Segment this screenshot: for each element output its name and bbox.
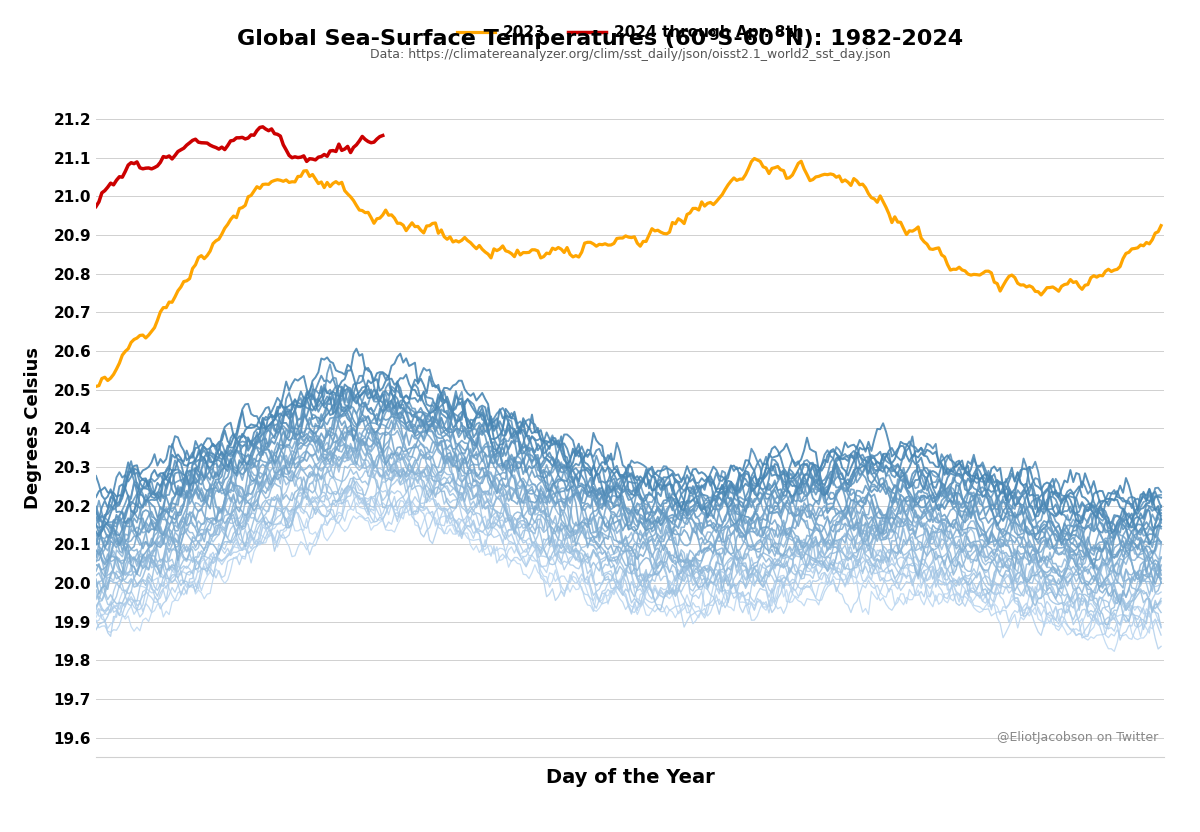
- Line: 2024 through Apr. 8th: 2024 through Apr. 8th: [96, 126, 383, 206]
- Y-axis label: Degrees Celsius: Degrees Celsius: [24, 348, 42, 509]
- 2023: [518, 248, 533, 258]
- 2024 through Apr. 8th: [317, 150, 331, 160]
- 2024 through Apr. 8th: [232, 133, 246, 143]
- Legend: 2023, 2024 through Apr. 8th: 2023, 2024 through Apr. 8th: [450, 19, 810, 46]
- Text: Global Sea-Surface Temperatures (60°S-60°N): 1982-2024: Global Sea-Surface Temperatures (60°S-60…: [236, 29, 964, 49]
- 2023: [514, 250, 528, 260]
- Line: 2023: 2023: [96, 159, 1162, 386]
- 2024 through Apr. 8th: [164, 154, 179, 164]
- 2023: [89, 381, 103, 391]
- 2023: [748, 154, 762, 164]
- 2023: [314, 177, 329, 187]
- X-axis label: Day of the Year: Day of the Year: [546, 768, 714, 787]
- 2023: [1154, 220, 1169, 230]
- 2024 through Apr. 8th: [241, 133, 256, 143]
- 2023: [382, 210, 396, 220]
- Title: Data: https://climatereanalyzer.org/clim/sst_daily/json/oisst2.1_world2_sst_day.: Data: https://climatereanalyzer.org/clim…: [370, 48, 890, 62]
- 2024 through Apr. 8th: [156, 151, 170, 161]
- 2024 through Apr. 8th: [89, 201, 103, 211]
- 2024 through Apr. 8th: [176, 143, 191, 153]
- 2023: [1108, 265, 1122, 275]
- 2024 through Apr. 8th: [376, 131, 390, 141]
- 2024 through Apr. 8th: [256, 121, 270, 131]
- 2023: [1004, 270, 1019, 280]
- Text: @EliotJacobson on Twitter: @EliotJacobson on Twitter: [997, 731, 1159, 744]
